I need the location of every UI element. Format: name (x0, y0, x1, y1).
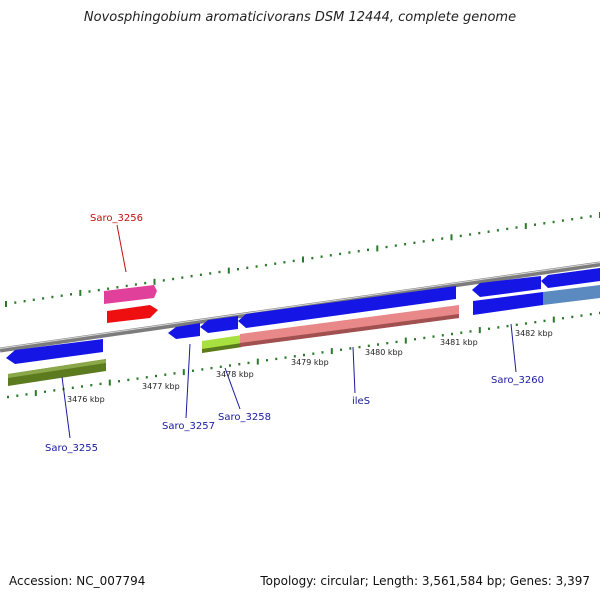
upper-tick-row (5, 212, 600, 307)
genome-title: Novosphingobium aromaticivorans DSM 1244… (83, 10, 517, 25)
leader-saro-3255 (61, 376, 71, 439)
gene-saro-3256-bar[interactable] (104, 285, 157, 304)
cds-saro-3256-bar[interactable] (107, 305, 158, 323)
accession-text: Accession: NC_007794 (9, 574, 146, 588)
cds-saro-3257-bar[interactable] (168, 323, 200, 339)
gene-saro-3255-highlight (8, 359, 106, 378)
topology-text: Topology: circular; Length: 3,561,584 bp… (260, 574, 590, 588)
gene-label-saro-3257[interactable]: Saro_3257 (162, 421, 215, 432)
tick-label-3476: 3476 kbp (67, 395, 105, 404)
tick-label-3482: 3482 kbp (515, 329, 553, 338)
tick-label-3480: 3480 kbp (365, 348, 403, 357)
tick-label-3478: 3478 kbp (216, 370, 254, 379)
gene-label-saro-3256[interactable]: Saro_3256 (90, 213, 143, 224)
gene-saro-3258-shadow (202, 343, 242, 353)
gene-label-iles[interactable]: ileS (352, 396, 370, 407)
leader-saro-3256 (116, 224, 127, 273)
tick-label-3477: 3477 kbp (142, 382, 180, 391)
cds-saro-3260-next-bar[interactable] (541, 268, 600, 288)
leader-saro-3257 (185, 343, 191, 419)
leader-saro-3260 (510, 323, 517, 373)
gene-iles-shadow (240, 314, 459, 347)
tick-label-3479: 3479 kbp (291, 358, 329, 367)
genome-backbone-highlight (0, 262, 600, 349)
cds-iles-bar[interactable] (238, 286, 456, 328)
leader-iles (352, 346, 356, 394)
lower-tick-row (7, 311, 600, 399)
cds-saro-3258-bar[interactable] (200, 316, 238, 333)
cds-saro-3255-bar[interactable] (6, 339, 103, 364)
gene-label-saro-3258[interactable]: Saro_3258 (218, 412, 271, 423)
gene-features (6, 268, 600, 386)
cds-saro-3260-bar[interactable] (473, 292, 543, 315)
gene-label-saro-3255[interactable]: Saro_3255 (45, 443, 98, 454)
gene-label-saro-3260[interactable]: Saro_3260 (491, 375, 544, 386)
gene-saro-3260-bar[interactable] (543, 285, 600, 305)
leader-lines (61, 224, 517, 439)
cds-saro-3260-upper-bar[interactable] (472, 276, 541, 297)
tick-label-3481: 3481 kbp (440, 338, 478, 347)
leader-saro-3258 (224, 367, 241, 410)
